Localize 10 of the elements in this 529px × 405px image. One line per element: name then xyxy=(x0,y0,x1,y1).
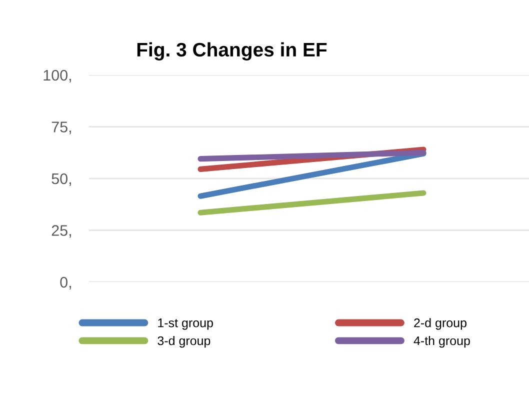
legend-label: 1-st group xyxy=(158,318,213,330)
y-tick-label: 75, xyxy=(52,122,71,134)
legend-label: 2-d group xyxy=(414,318,466,330)
legend-label: 3-d group xyxy=(158,336,210,348)
chart-title: Fig. 3 Changes in EF xyxy=(137,42,327,61)
y-tick-label: 25, xyxy=(52,225,71,238)
y-tick-label: 100, xyxy=(44,70,71,82)
y-tick-label: 50, xyxy=(52,173,71,186)
legend-label: 4-th group xyxy=(414,336,470,348)
y-tick-label: 0, xyxy=(60,276,71,290)
